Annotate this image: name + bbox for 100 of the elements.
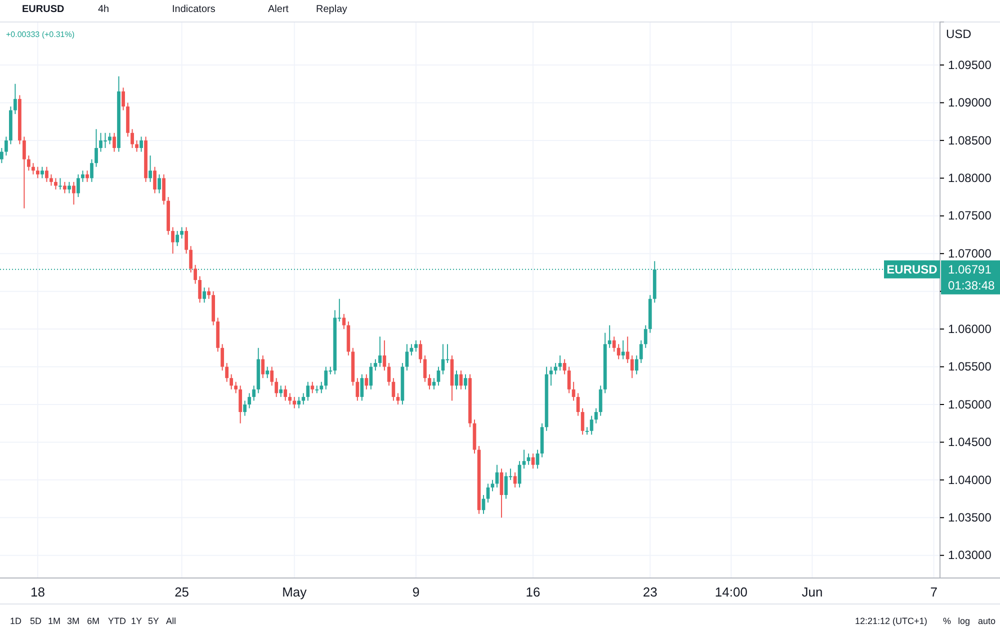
y-tick-label: 1.03500 xyxy=(948,510,992,524)
candlestick xyxy=(374,358,378,372)
candlestick xyxy=(148,155,152,182)
text: 1D xyxy=(10,616,22,626)
candlestick xyxy=(292,396,296,409)
candlestick xyxy=(176,230,179,247)
candlestick xyxy=(621,340,625,360)
candlestick xyxy=(135,140,138,152)
x-tick-label: 14:00 xyxy=(714,584,748,600)
candlestick xyxy=(14,83,17,115)
candlestick xyxy=(320,381,324,394)
candlestick xyxy=(630,354,634,379)
y-tick-label: 1.09500 xyxy=(948,58,992,72)
candlestick xyxy=(198,276,202,304)
candlestick xyxy=(252,385,256,402)
candlestick xyxy=(63,181,66,194)
x-tick-label: 9 xyxy=(412,584,420,600)
candlestick xyxy=(36,166,40,179)
candlestick xyxy=(274,378,278,398)
text: Replay xyxy=(316,4,348,15)
text: 1Y xyxy=(131,616,142,626)
candlestick xyxy=(644,324,648,348)
y-tick-label: 1.08500 xyxy=(948,133,992,148)
candlestick xyxy=(140,136,143,152)
candlestick xyxy=(558,354,562,372)
x-tick-label: 16 xyxy=(526,584,540,600)
candlestick xyxy=(76,174,80,198)
ref-line-label: 1.06791 xyxy=(948,262,992,277)
candlestick xyxy=(68,181,71,194)
candlestick xyxy=(130,128,134,148)
candlestick xyxy=(324,366,328,390)
y-tick-label: 1.05000 xyxy=(948,397,992,412)
candlestick xyxy=(297,396,301,409)
x-tick-label: 25 xyxy=(174,584,190,600)
candlestick xyxy=(441,344,445,375)
candlestick xyxy=(594,408,598,424)
candlestick xyxy=(266,366,270,379)
text: 12:21:12 (UTC+1) xyxy=(855,616,928,626)
candlestick xyxy=(302,392,306,405)
y-tick-label: 1.04500 xyxy=(948,435,992,450)
candlestick xyxy=(153,166,156,194)
candlestick xyxy=(171,226,174,254)
candlestick xyxy=(576,392,580,416)
candlestick xyxy=(562,358,566,375)
candlestick xyxy=(639,340,643,364)
candlestick xyxy=(598,385,602,416)
candlestick xyxy=(369,362,373,390)
candlestick xyxy=(549,366,553,386)
text: 01:38:48 xyxy=(948,278,996,293)
y-tick-label: 1.05500 xyxy=(948,360,992,374)
x-tick-label: Jun xyxy=(802,584,823,600)
text: 5D xyxy=(30,616,42,626)
text: log xyxy=(958,616,970,626)
text: EURUSD xyxy=(886,262,938,277)
candlestick xyxy=(616,344,620,360)
candlestick xyxy=(405,344,409,372)
candlestick xyxy=(382,340,386,372)
candlestick xyxy=(32,162,35,175)
text: auto xyxy=(978,616,996,626)
candlestick xyxy=(45,166,48,182)
candlestick xyxy=(608,324,612,348)
candlestick xyxy=(194,264,198,284)
text: Indicators xyxy=(172,4,216,15)
candlestick xyxy=(162,174,166,206)
candlestick xyxy=(342,313,346,330)
candlestick xyxy=(225,362,229,382)
candlestick xyxy=(279,385,283,398)
candlestick xyxy=(27,155,30,172)
candlestick xyxy=(310,381,314,394)
candlestick xyxy=(572,381,576,402)
candlestick xyxy=(184,226,188,254)
x-tick-label: 23 xyxy=(642,584,658,600)
candlestick xyxy=(58,178,62,190)
candlestick xyxy=(567,366,571,394)
x-tick-label: 18 xyxy=(30,584,45,600)
text: YTD xyxy=(108,616,126,626)
candlestick xyxy=(202,287,206,304)
candlestick xyxy=(122,87,125,111)
text: Alert xyxy=(268,4,289,15)
annotation: +0.00333 (+0.31%) xyxy=(6,30,75,39)
candlestick xyxy=(360,374,364,402)
candlestick xyxy=(0,147,4,164)
candlestick xyxy=(436,366,440,386)
y-axis-title: USD xyxy=(946,27,972,41)
y-tick-label: 1.03000 xyxy=(948,548,992,562)
candlestick xyxy=(54,178,58,190)
text: 1M xyxy=(48,616,61,626)
y-tick-label: 1.07000 xyxy=(948,246,992,260)
candlestick xyxy=(288,392,292,405)
candlestick xyxy=(81,170,84,182)
candlestick xyxy=(90,158,94,182)
candlestick xyxy=(86,170,89,182)
chart-title: EURUSD xyxy=(22,4,64,15)
x-tick-label: 7 xyxy=(930,584,938,600)
y-tick-label: 1.08000 xyxy=(948,171,992,186)
candlestick xyxy=(94,128,98,168)
candlestick xyxy=(364,374,368,390)
candlestick xyxy=(112,132,116,152)
candlestick xyxy=(72,181,76,206)
text: 3M xyxy=(67,616,80,626)
